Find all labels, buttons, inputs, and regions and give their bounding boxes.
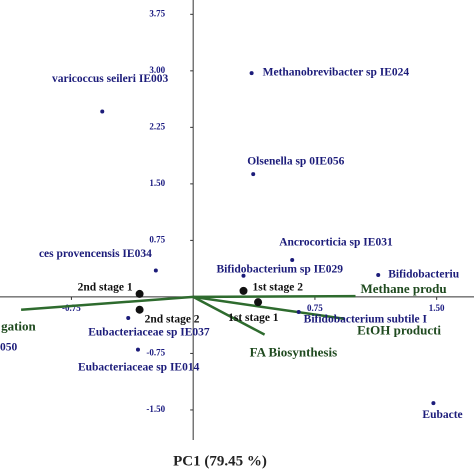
x-tick-label: 0.75 <box>307 303 323 313</box>
species-point <box>431 401 436 406</box>
species-point <box>100 109 105 114</box>
species-point <box>251 172 256 177</box>
sample-point <box>239 286 248 295</box>
y-tick-label: -0.75 <box>146 347 165 357</box>
species-label: Bifidobacterium subtile I <box>304 314 428 326</box>
x-tick-label: -0.75 <box>62 303 81 313</box>
y-tick-label: 2.25 <box>149 121 165 131</box>
y-tick-label: -1.50 <box>146 404 165 414</box>
x-axis-label: PC1 (79.45 %) <box>173 453 267 469</box>
species-point <box>126 316 131 321</box>
sample-point <box>135 289 144 298</box>
species-point <box>249 71 254 76</box>
species-label: ces provencensis IE034 <box>39 248 152 260</box>
species-label: Eubacteriaceae sp IE037 <box>88 327 210 339</box>
sample-label: 1st stage 2 <box>252 282 303 294</box>
species-label: Eubacte <box>422 409 462 421</box>
species-point <box>135 347 140 352</box>
species-point <box>241 273 246 278</box>
sample-label: 2nd stage 1 <box>78 282 133 294</box>
loading-vector <box>21 295 194 311</box>
y-tick-label: 3.00 <box>149 65 165 75</box>
species-point <box>376 273 381 278</box>
sample-label: 1st stage 1 <box>228 312 279 324</box>
vector-label: gation <box>1 319 36 334</box>
loading-vector <box>192 295 266 336</box>
loading-vector <box>193 294 356 299</box>
species-point <box>296 309 301 314</box>
species-label: Methanobrevibacter sp IE024 <box>263 67 410 79</box>
sample-point <box>254 298 263 307</box>
species-label: Olsenella sp 0IE056 <box>247 156 344 168</box>
loading-vector <box>192 295 345 321</box>
x-tick-label: 1.50 <box>429 303 445 313</box>
sample-point <box>135 305 144 314</box>
species-label: Ancrocorticia sp IE031 <box>279 237 393 249</box>
species-point <box>153 268 158 273</box>
species-label: Bifidobacteriu <box>388 269 460 281</box>
species-label: Bifidobacterium sp IE029 <box>216 263 343 275</box>
species-point <box>290 257 295 262</box>
y-tick-label: 1.50 <box>149 178 165 188</box>
y-tick-label: 3.75 <box>149 8 165 18</box>
annotation: 050 <box>0 342 18 354</box>
vector-label: EtOH producti <box>357 323 441 338</box>
vector-label: Methane produ <box>361 281 447 296</box>
y-tick-label: 0.75 <box>149 234 165 244</box>
species-label: Eubacteriaceae sp IE014 <box>78 361 200 373</box>
vector-label: FA Biosynthesis <box>250 345 338 360</box>
sample-label: 2nd stage 2 <box>145 313 200 325</box>
species-label: varicoccus seileri IE003 <box>52 73 169 85</box>
